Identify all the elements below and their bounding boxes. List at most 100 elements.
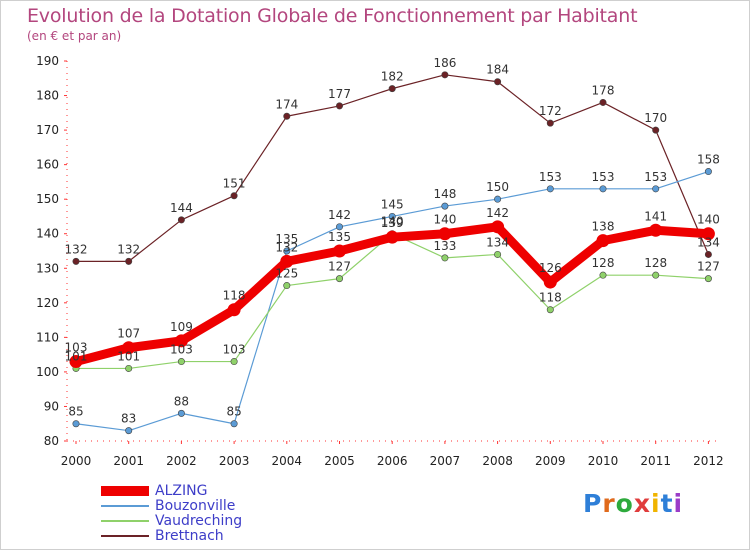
data-label: 140 — [381, 215, 404, 229]
data-point — [543, 275, 557, 289]
data-point — [125, 257, 133, 265]
data-label: 109 — [170, 320, 193, 334]
data-point — [599, 98, 607, 106]
data-label: 153 — [644, 170, 667, 184]
legend-label: Brettnach — [155, 527, 224, 544]
x-tick-label: 2002 — [166, 454, 197, 468]
y-tick-label: 160 — [36, 158, 59, 172]
data-point — [69, 355, 83, 369]
data-point — [704, 168, 712, 176]
data-point — [125, 427, 133, 435]
data-label: 85 — [226, 405, 241, 419]
data-label: 170 — [644, 111, 667, 125]
data-point — [546, 306, 554, 314]
legend-swatch-brettnach — [101, 534, 149, 537]
series-line-alzing — [71, 222, 713, 367]
data-point — [333, 244, 346, 258]
data-point — [230, 192, 238, 200]
y-tick-label: 80 — [44, 434, 59, 448]
data-point — [280, 254, 294, 268]
x-tick-label: 2005 — [324, 454, 355, 468]
data-point — [599, 185, 607, 193]
y-tick-label: 100 — [36, 365, 59, 379]
y-tick-label: 110 — [36, 330, 59, 344]
data-label: 140 — [697, 213, 720, 227]
data-point — [283, 247, 291, 255]
data-point — [441, 202, 449, 210]
data-label: 134 — [486, 235, 509, 249]
data-label: 142 — [486, 206, 509, 220]
data-label: 141 — [644, 209, 667, 223]
y-tick-label: 120 — [36, 296, 59, 310]
data-point — [652, 126, 660, 134]
data-label: 85 — [68, 405, 83, 419]
data-label: 134 — [697, 235, 720, 249]
data-label: 118 — [539, 291, 562, 305]
data-point — [335, 102, 343, 110]
data-label: 107 — [117, 327, 140, 341]
data-label: 172 — [539, 104, 562, 118]
y-tick-label: 170 — [36, 123, 59, 137]
data-point — [596, 234, 610, 248]
data-point — [652, 185, 660, 193]
x-tick-label: 2004 — [272, 454, 303, 468]
data-point — [546, 185, 554, 193]
data-point — [599, 271, 607, 279]
data-point — [546, 119, 554, 127]
data-label: 132 — [117, 242, 140, 256]
legend-item-bouzonville[interactable]: Bouzonville — [101, 498, 242, 514]
data-point — [177, 216, 185, 224]
axes: 80 90 100 110 120 130 140 150 160 170 180 190 2000 20… — [36, 54, 724, 468]
data-point — [125, 364, 133, 372]
logo-letter: P — [583, 489, 603, 518]
data-label: 140 — [433, 213, 456, 227]
data-point — [283, 112, 291, 120]
data-label: 132 — [275, 240, 298, 254]
series-group — [69, 71, 715, 435]
data-point — [701, 227, 715, 241]
data-label: 150 — [486, 180, 509, 194]
data-labels: 132 132 144 151 174 177 182 186 184 172 178 170 134 8… — [65, 56, 720, 426]
x-tick-label: 2003 — [219, 454, 250, 468]
data-point — [441, 71, 449, 79]
data-point — [72, 257, 80, 265]
legend-swatch-vaudreching — [101, 519, 149, 522]
legend-swatch-bouzonville — [101, 504, 149, 507]
data-point — [177, 358, 185, 366]
data-label: 128 — [644, 256, 667, 270]
data-label: 142 — [328, 208, 351, 222]
legend-item-alzing[interactable]: ALZING — [101, 483, 242, 499]
logo-letter: t — [660, 489, 674, 518]
data-label: 144 — [170, 201, 193, 215]
data-point — [388, 85, 396, 93]
data-point — [649, 223, 663, 237]
data-label: 101 — [117, 349, 140, 363]
data-label: 148 — [433, 187, 456, 201]
data-point — [494, 250, 502, 258]
data-label: 158 — [697, 153, 720, 167]
x-tick-label: 2012 — [693, 454, 724, 468]
data-point — [230, 420, 238, 428]
logo-letter: o — [615, 489, 634, 518]
data-point — [177, 409, 185, 417]
data-point — [704, 275, 712, 283]
y-tick-label: 180 — [36, 89, 59, 103]
data-label: 186 — [433, 56, 456, 70]
legend-item-brettnach[interactable]: Brettnach — [101, 527, 242, 544]
data-label: 126 — [539, 261, 562, 275]
data-label: 83 — [121, 412, 136, 426]
legend-item-vaudreching[interactable]: Vaudreching — [101, 513, 242, 529]
logo-letter: x — [633, 489, 651, 518]
data-label: 153 — [592, 170, 615, 184]
data-point — [230, 358, 238, 366]
data-label: 103 — [170, 343, 193, 357]
data-point — [335, 275, 343, 283]
x-tick-label: 2009 — [535, 454, 566, 468]
x-tick-label: 2008 — [482, 454, 513, 468]
data-label: 138 — [592, 220, 615, 234]
y-tick-label: 130 — [36, 261, 59, 275]
data-label: 103 — [65, 341, 88, 355]
data-point — [438, 227, 452, 241]
legend-swatch-alzing — [101, 485, 149, 496]
